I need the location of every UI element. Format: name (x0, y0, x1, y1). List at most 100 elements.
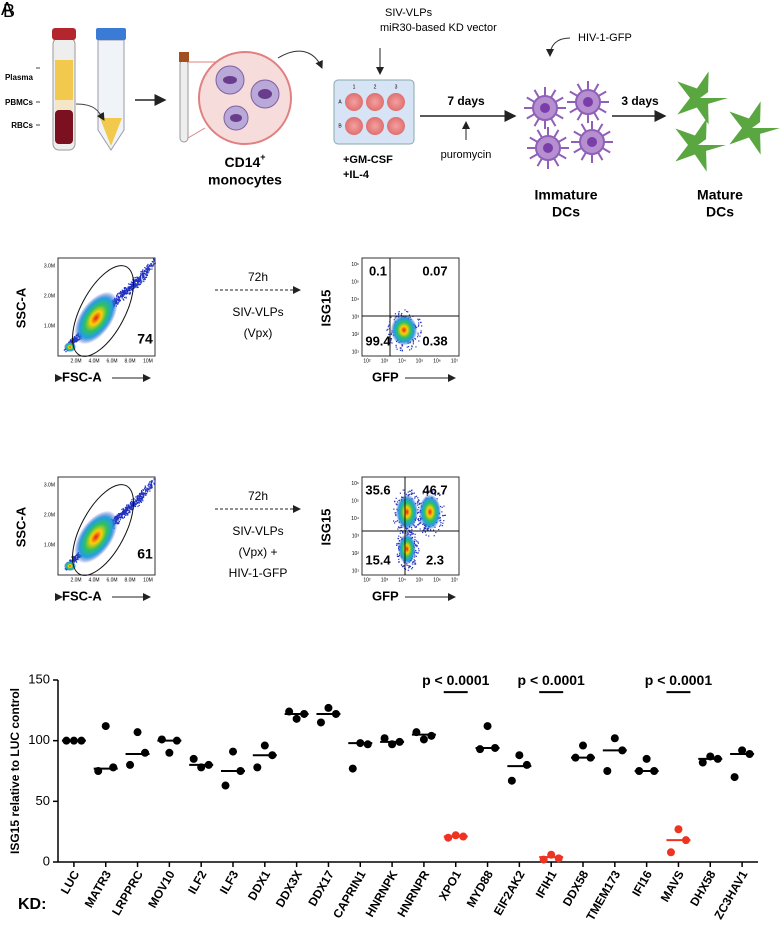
tick-label: 10¹ (352, 568, 360, 574)
event (120, 292, 122, 294)
event (142, 271, 144, 273)
event (119, 293, 121, 295)
event (138, 502, 140, 504)
event (408, 314, 411, 316)
data-point (126, 760, 135, 769)
event (411, 566, 414, 569)
event (136, 286, 138, 288)
treatment-label: SIV-VLPs (232, 305, 283, 319)
event (126, 504, 128, 506)
y-tick-label: 100 (28, 732, 50, 747)
event (117, 514, 119, 516)
event (124, 507, 127, 509)
annotation: p < 0.0001 (518, 672, 586, 688)
event (73, 560, 75, 563)
event (148, 264, 151, 266)
x-tick-label: ILF2 (185, 868, 210, 897)
data-point (698, 758, 707, 767)
event (70, 340, 73, 342)
event (409, 531, 411, 534)
event (131, 285, 134, 287)
event (133, 282, 135, 284)
event (142, 500, 144, 502)
event (127, 512, 129, 514)
event (117, 517, 119, 519)
event (125, 510, 127, 513)
event (395, 346, 397, 348)
event (409, 533, 411, 536)
axis-title: FSC-A (62, 588, 102, 603)
event (401, 344, 404, 347)
data-point (515, 751, 524, 760)
data-point (476, 745, 485, 754)
event (144, 267, 146, 269)
event (126, 289, 128, 291)
event (128, 283, 130, 285)
event (121, 512, 124, 514)
dc-nucleus (587, 137, 597, 147)
event (144, 492, 146, 494)
tube-label: RBCs (11, 121, 33, 130)
event (390, 341, 392, 343)
event (129, 508, 131, 510)
event (406, 564, 408, 566)
event (410, 348, 413, 350)
event (126, 514, 128, 516)
event (146, 273, 148, 275)
event (408, 565, 410, 567)
event (125, 297, 127, 299)
event (423, 490, 425, 492)
event (423, 527, 425, 529)
event (141, 281, 143, 283)
event (397, 543, 399, 545)
event (426, 528, 428, 530)
x-tick-label: DDX1 (245, 868, 273, 903)
event (394, 317, 396, 319)
event (413, 559, 415, 561)
data-point (380, 734, 389, 743)
event (126, 510, 128, 512)
event (63, 349, 65, 351)
event (150, 487, 152, 489)
event (139, 497, 142, 500)
event (420, 330, 422, 332)
event (394, 512, 396, 514)
event (441, 525, 444, 527)
event (147, 487, 149, 489)
event (129, 283, 131, 285)
event (141, 497, 143, 499)
event (128, 287, 130, 289)
event (417, 504, 419, 506)
event (136, 276, 138, 278)
event (150, 480, 153, 482)
event (140, 492, 142, 494)
event (139, 278, 141, 280)
event (136, 495, 139, 497)
event (135, 279, 138, 282)
event (417, 509, 419, 511)
event (124, 292, 126, 294)
event (148, 488, 150, 491)
event (128, 511, 131, 513)
event (123, 516, 125, 519)
event (417, 541, 419, 543)
event (129, 285, 131, 288)
gate (72, 484, 134, 576)
event (145, 493, 147, 495)
vector-label: miR30-based KD vector (380, 22, 497, 34)
quadrant-value: 99.4 (365, 333, 391, 348)
event (119, 514, 122, 516)
event (417, 499, 419, 501)
event (386, 329, 388, 331)
event (418, 523, 420, 525)
event (131, 508, 133, 510)
event (418, 324, 420, 326)
event (128, 511, 130, 514)
event (149, 481, 151, 483)
event (401, 566, 404, 568)
mature-dc (729, 101, 780, 155)
data-point (522, 760, 531, 769)
plate-label: A (338, 99, 342, 105)
event (131, 501, 133, 503)
x-tick-label: DDX3X (273, 868, 305, 910)
